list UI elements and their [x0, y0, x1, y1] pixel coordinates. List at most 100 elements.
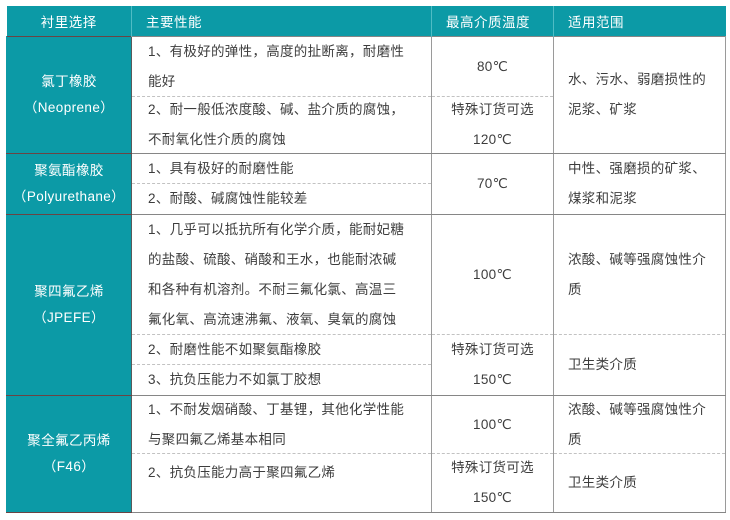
performance-line: 2、耐磨性能不如聚氨酯橡胶	[148, 341, 322, 357]
performance-item: 1、具有极好的耐磨性能	[132, 154, 431, 184]
scope-line: 卫生类介质	[568, 357, 637, 372]
lining-name-en: （Polyurethane）	[12, 189, 126, 204]
performance-item: 2、耐酸、碱腐蚀性能较差	[132, 184, 431, 214]
performance-line: 与聚四氟乙烯基本相同	[148, 431, 286, 447]
performance-line: 2、抗负压能力高于聚四氟乙烯	[148, 465, 336, 480]
performance-item: 1、几乎可以抵抗所有化学介质，能耐妃糖 的盐酸、硫酸、硝酸和王水，也能耐浓碱 和…	[132, 215, 431, 335]
scope-item: 浓酸、碱等强腐蚀性介 质	[554, 396, 725, 454]
table-row: 聚全氟乙丙烯 （F46） 1、不耐发烟硝酸、丁基锂，其他化学性能 与聚四氟乙烯基…	[6, 395, 726, 513]
temperature-list: 100℃ 特殊订货可选 150℃	[432, 396, 553, 512]
scope-list: 中性、强磨损的矿浆、 煤浆和泥浆	[554, 154, 725, 214]
temperature-item: 特殊订货可选 150℃	[432, 335, 553, 395]
lining-name-en: （Neoprene）	[23, 100, 115, 115]
cell-applicable-scope: 水、污水、弱磨损性的 泥浆、矿浆	[553, 36, 726, 154]
temperature-list: 100℃ 特殊订货可选 150℃	[432, 215, 553, 395]
table-body: 氯丁橡胶 （Neoprene） 1、有极好的弹性，高度的扯断离，耐磨性 能好	[6, 36, 726, 513]
lining-name-en: （JPEFE）	[33, 310, 105, 325]
cell-applicable-scope: 浓酸、碱等强腐蚀性介 质 卫生类介质	[553, 395, 726, 513]
header-applicable-scope: 适用范围	[553, 6, 726, 37]
lining-selection-table: 衬里选择 主要性能 最高介质温度 适用范围 氯丁橡胶 （Neoprene） 1、…	[6, 6, 726, 513]
temperature-item: 100℃	[432, 215, 553, 335]
cell-main-performance: 1、不耐发烟硝酸、丁基锂，其他化学性能 与聚四氟乙烯基本相同 2、抗负压能力高于…	[131, 395, 432, 513]
scope-line: 水、污水、弱磨损性的	[568, 72, 706, 87]
temperature-line: 100℃	[473, 416, 512, 432]
lining-name-cn: 聚全氟乙丙烯	[27, 433, 111, 448]
cell-max-temperature: 100℃ 特殊订货可选 150℃	[431, 214, 554, 396]
cell-lining-name: 聚全氟乙丙烯 （F46）	[6, 395, 132, 513]
cell-max-temperature: 80℃ 特殊订货可选 120℃	[431, 36, 554, 154]
temperature-item: 特殊订货可选 150℃	[432, 454, 553, 512]
cell-max-temperature: 100℃ 特殊订货可选 150℃	[431, 395, 554, 513]
scope-item: 浓酸、碱等强腐蚀性介 质	[554, 215, 725, 335]
performance-item: 2、抗负压能力高于聚四氟乙烯	[132, 454, 431, 512]
scope-line: 浓酸、碱等强腐蚀性介	[568, 401, 706, 417]
scope-line: 泥浆、矿浆	[568, 102, 637, 117]
scope-list: 水、污水、弱磨损性的 泥浆、矿浆	[554, 65, 725, 125]
performance-list: 1、有极好的弹性，高度的扯断离，耐磨性 能好 2、耐一般低浓度酸、碱、盐介质的腐…	[132, 37, 431, 153]
cell-main-performance: 1、有极好的弹性，高度的扯断离，耐磨性 能好 2、耐一般低浓度酸、碱、盐介质的腐…	[131, 36, 432, 154]
performance-item: 2、耐磨性能不如聚氨酯橡胶	[132, 335, 431, 365]
performance-list: 1、具有极好的耐磨性能 2、耐酸、碱腐蚀性能较差	[132, 154, 431, 214]
cell-lining-name: 氯丁橡胶 （Neoprene）	[6, 36, 132, 154]
temperature-item: 特殊订货可选 120℃	[432, 97, 553, 153]
performance-item: 1、不耐发烟硝酸、丁基锂，其他化学性能 与聚四氟乙烯基本相同	[132, 396, 431, 454]
performance-line: 的盐酸、硫酸、硝酸和王水，也能耐浓碱	[148, 251, 397, 267]
temperature-list: 80℃ 特殊订货可选 120℃	[432, 37, 553, 153]
performance-item: 2、耐一般低浓度酸、碱、盐介质的腐蚀， 不耐氧化性介质的腐蚀	[132, 97, 431, 153]
cell-main-performance: 1、具有极好的耐磨性能 2、耐酸、碱腐蚀性能较差	[131, 153, 432, 215]
lining-name-cn: 氯丁橡胶	[41, 74, 97, 89]
temperature-line: 120℃	[473, 132, 512, 147]
cell-max-temperature: 70℃	[431, 153, 554, 215]
scope-line: 浓酸、碱等强腐蚀性介	[568, 251, 706, 267]
performance-line: 2、耐一般低浓度酸、碱、盐介质的腐蚀，	[148, 102, 405, 117]
lining-name-cn: 聚氨酯橡胶	[34, 163, 104, 178]
table-row: 氯丁橡胶 （Neoprene） 1、有极好的弹性，高度的扯断离，耐磨性 能好	[6, 36, 726, 154]
header-max-medium-temperature: 最高介质温度	[431, 6, 554, 37]
temperature-line: 特殊订货可选	[451, 460, 534, 475]
header-main-performance: 主要性能	[131, 6, 432, 37]
temperature-line: 150℃	[473, 372, 512, 387]
performance-line: 1、几乎可以抵抗所有化学介质，能耐妃糖	[148, 221, 405, 237]
scope-line: 质	[568, 281, 582, 297]
scope-item: 卫生类介质	[554, 454, 725, 512]
performance-line: 不耐氧化性介质的腐蚀	[148, 132, 286, 147]
scope-line: 质	[568, 431, 582, 447]
temperature-line: 特殊订货可选	[451, 342, 534, 357]
cell-applicable-scope: 浓酸、碱等强腐蚀性介 质 卫生类介质	[553, 214, 726, 396]
temperature-line: 特殊订货可选	[451, 102, 534, 117]
table-row: 聚四氟乙烯 （JPEFE） 1、几乎可以抵抗所有化学介质，能耐妃糖 的盐酸、硫酸…	[6, 214, 726, 396]
performance-item: 1、有极好的弹性，高度的扯断离，耐磨性 能好	[132, 37, 431, 97]
performance-line: 2、耐酸、碱腐蚀性能较差	[148, 191, 308, 206]
performance-list: 1、不耐发烟硝酸、丁基锂，其他化学性能 与聚四氟乙烯基本相同 2、抗负压能力高于…	[132, 396, 431, 512]
temperature-item: 80℃	[432, 37, 553, 97]
temperature-line: 70℃	[476, 176, 509, 191]
temperature-line: 80℃	[476, 58, 509, 74]
performance-line: 1、具有极好的耐磨性能	[148, 160, 294, 176]
performance-line: 1、有极好的弹性，高度的扯断离，耐磨性	[148, 43, 405, 59]
cell-lining-name: 聚四氟乙烯 （JPEFE）	[6, 214, 132, 396]
scope-line: 煤浆和泥浆	[568, 191, 637, 206]
performance-line: 1、不耐发烟硝酸、丁基锂，其他化学性能	[148, 401, 405, 417]
temperature-list: 70℃	[432, 154, 553, 214]
scope-list: 浓酸、碱等强腐蚀性介 质 卫生类介质	[554, 396, 725, 512]
temperature-item: 70℃	[432, 154, 553, 214]
performance-line: 氟化氧、高流速沸氟、液氧、臭氧的腐蚀	[148, 311, 397, 327]
cell-main-performance: 1、几乎可以抵抗所有化学介质，能耐妃糖 的盐酸、硫酸、硝酸和王水，也能耐浓碱 和…	[131, 214, 432, 396]
performance-line: 能好	[148, 73, 176, 89]
performance-list: 1、几乎可以抵抗所有化学介质，能耐妃糖 的盐酸、硫酸、硝酸和王水，也能耐浓碱 和…	[132, 215, 431, 395]
cell-lining-name: 聚氨酯橡胶 （Polyurethane）	[6, 153, 132, 215]
lining-name-cn: 聚四氟乙烯	[34, 284, 104, 299]
lining-name-en: （F46）	[42, 459, 96, 474]
performance-line: 3、抗负压能力不如氯丁胶想	[148, 372, 322, 387]
header-row: 衬里选择 主要性能 最高介质温度 适用范围	[6, 6, 726, 37]
temperature-item: 100℃	[432, 396, 553, 454]
performance-line: 和各种有机溶剂。不耐三氟化氯、高温三	[148, 281, 397, 297]
scope-list: 浓酸、碱等强腐蚀性介 质 卫生类介质	[554, 215, 725, 395]
table-header: 衬里选择 主要性能 最高介质温度 适用范围	[6, 6, 726, 37]
header-lining-selection: 衬里选择	[6, 6, 132, 37]
scope-item: 卫生类介质	[554, 335, 725, 395]
temperature-line: 100℃	[473, 266, 512, 282]
scope-line: 卫生类介质	[568, 475, 637, 490]
cell-applicable-scope: 中性、强磨损的矿浆、 煤浆和泥浆	[553, 153, 726, 215]
